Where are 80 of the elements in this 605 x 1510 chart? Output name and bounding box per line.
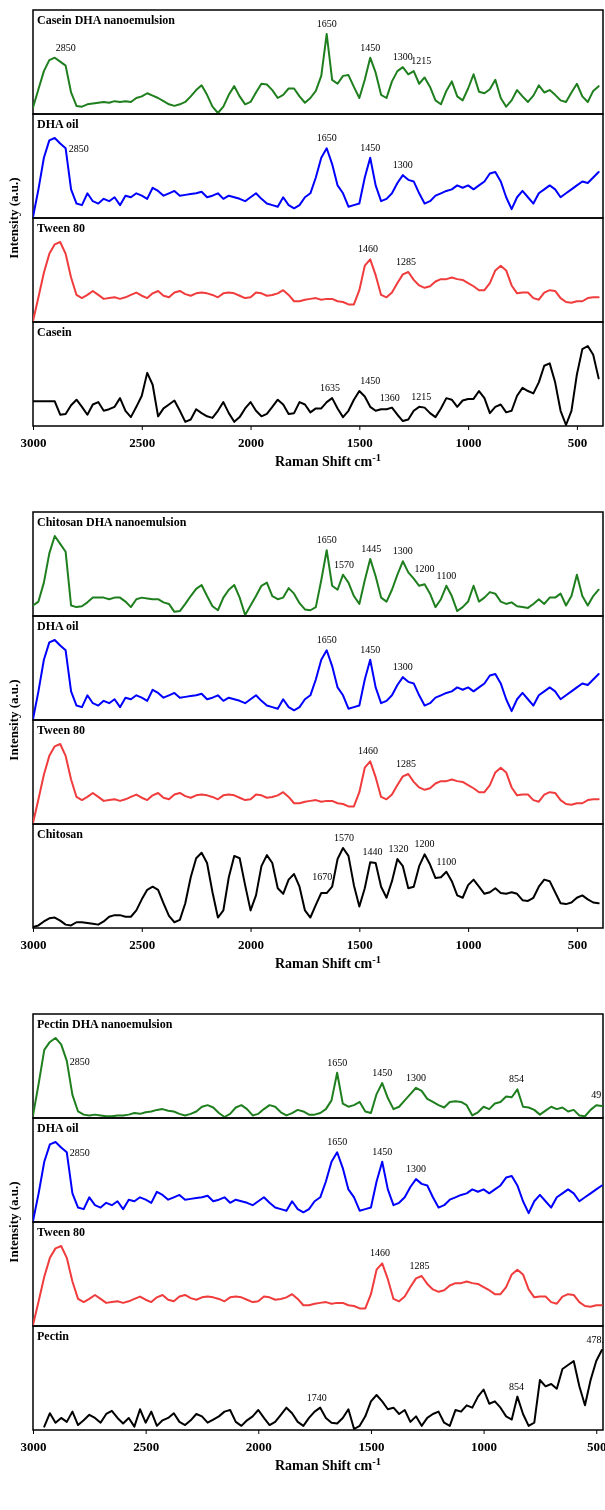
annotation: 1450 [372,1067,393,1079]
chart-title: Tween 80 [37,723,86,737]
annotation: 1300 [392,159,413,171]
annotation: 1635 [319,382,340,394]
x-tick-label: 2500 [129,937,156,953]
annotation: 1670 [312,870,333,882]
x-tick-label: 1500 [346,435,373,451]
chart-title: DHA oil [37,619,80,633]
annotation: 1285 [409,1260,430,1272]
annotation: 1650 [316,534,337,546]
annotation: 1650 [316,634,337,646]
annotation: 1650 [316,18,337,29]
annotation: 1300 [406,1071,426,1083]
annotation: 1460 [358,243,379,255]
annotation: 1740 [306,1391,327,1403]
x-tick-label: 500 [567,435,588,451]
x-tick-label: 2000 [238,937,265,953]
x-tick-label: 1500 [358,1439,385,1455]
x-tick-label: 2000 [238,435,265,451]
x-tick-label: 500 [567,937,588,953]
x-tick-label: 3000 [20,435,47,451]
annotation: 2850 [68,143,89,155]
annotation: 1360 [379,391,400,403]
annotation: 1300 [392,545,413,557]
annotation: 1200 [414,562,435,574]
x-tick-label: 2500 [129,435,156,451]
chart-title: DHA oil [37,1121,80,1135]
annotation: 1570 [334,558,355,570]
chart-title: Casein DHA nanoemulsion [37,13,176,27]
annotation: 2850 [69,1147,90,1159]
x-tick-label: 3000 [20,937,47,953]
annotation: 1445 [361,542,382,554]
annotation: 854 [508,1073,524,1085]
annotation: 1300 [392,51,413,63]
annotation: 1450 [372,1145,393,1157]
annotation: 2850 [69,1055,90,1067]
x-tick-label: 1000 [455,937,482,953]
chart-title: Pectin [37,1329,70,1343]
chart-title: DHA oil [37,117,80,131]
annotation: 1285 [396,256,417,268]
y-axis-title: Intensity (a.u.) [6,1181,21,1263]
annotation: 2850 [55,41,76,53]
chart-title: Chitosan DHA nanoemulsion [37,515,187,529]
annotation: 854 [508,1380,524,1392]
annotation: 1300 [406,1163,426,1175]
x-tick-label: 1500 [346,937,373,953]
annotation: 49 [591,1089,602,1101]
annotation: 1320 [388,843,409,855]
x-tick-label: 1000 [455,435,482,451]
annotation: 1440 [362,846,383,858]
annotation: 1650 [327,1136,348,1148]
annotation: 1460 [358,745,379,757]
chart-title: Chitosan [37,827,84,841]
annotation: 1650 [316,132,337,144]
x-axis-title: Raman Shift cm$^{-1}$ [275,451,381,469]
annotation: 1200 [414,838,435,850]
chart-title: Tween 80 [37,221,86,235]
annotation: 1450 [360,41,381,53]
annotation: 1100 [436,855,457,867]
x-tick-label: 2500 [133,1439,160,1455]
annotation: 1460 [369,1247,390,1259]
chart-title: Pectin DHA nanoemulsion [37,1017,173,1031]
x-tick-label: 2000 [245,1439,272,1455]
y-axis-title: Intensity (a.u.) [6,177,21,259]
annotation: 1650 [327,1056,348,1068]
annotation: 1300 [392,661,413,673]
x-axis-title: Raman Shift cm$^{-1}$ [275,1455,381,1473]
annotation: 1100 [436,569,457,581]
x-tick-label: 1000 [471,1439,498,1455]
chart-title: Casein [37,325,72,339]
annotation: 1570 [334,832,355,843]
chart-title: Tween 80 [37,1225,86,1239]
y-axis-title: Intensity (a.u.) [6,679,21,761]
annotation: 1215 [411,390,432,402]
annotation: 1450 [360,643,381,655]
annotation: 1285 [396,758,417,770]
annotation: 1450 [360,375,381,387]
x-axis-title: Raman Shift cm$^{-1}$ [275,953,381,971]
x-tick-label: 3000 [20,1439,47,1455]
annotation: 1450 [360,141,381,153]
